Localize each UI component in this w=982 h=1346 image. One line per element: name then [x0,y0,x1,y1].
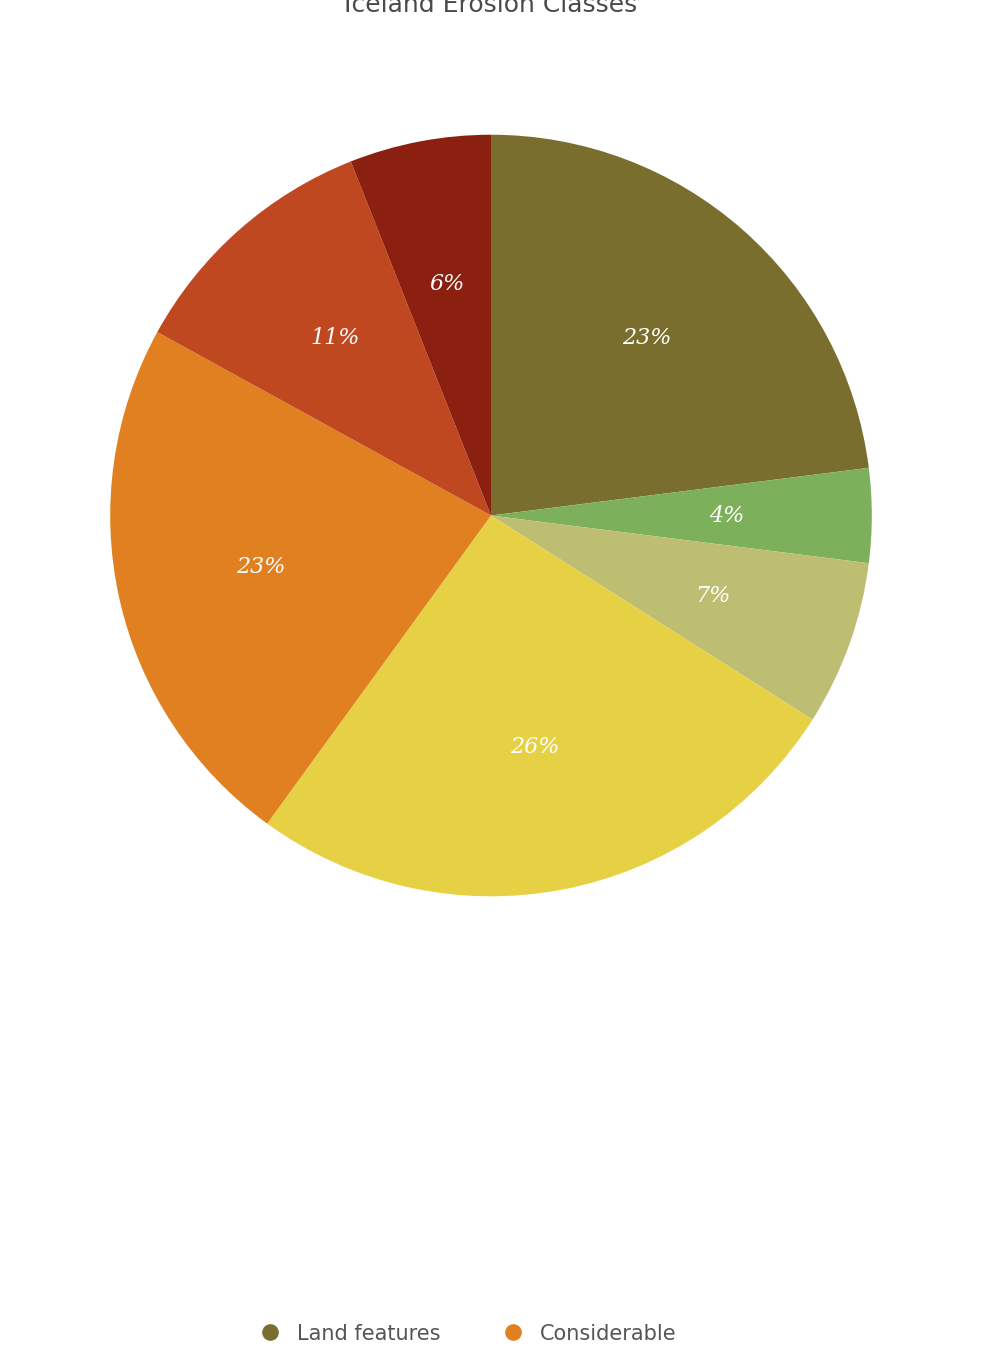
Title: Iceland Erosion Classes: Iceland Erosion Classes [345,0,637,16]
Text: 7%: 7% [695,584,731,607]
Wedge shape [491,135,869,516]
Text: 11%: 11% [310,327,359,350]
Legend: Land features, None, Little, Slight, Considerable, Severe, Extremely severe: Land features, None, Little, Slight, Con… [250,1315,732,1346]
Text: 4%: 4% [709,505,744,526]
Wedge shape [351,135,491,516]
Wedge shape [267,516,812,896]
Text: 23%: 23% [623,327,672,350]
Text: 6%: 6% [429,273,464,295]
Wedge shape [491,516,869,720]
Text: 26%: 26% [511,736,560,758]
Text: 23%: 23% [236,556,286,577]
Wedge shape [491,468,872,563]
Wedge shape [110,332,491,824]
Wedge shape [157,162,491,516]
